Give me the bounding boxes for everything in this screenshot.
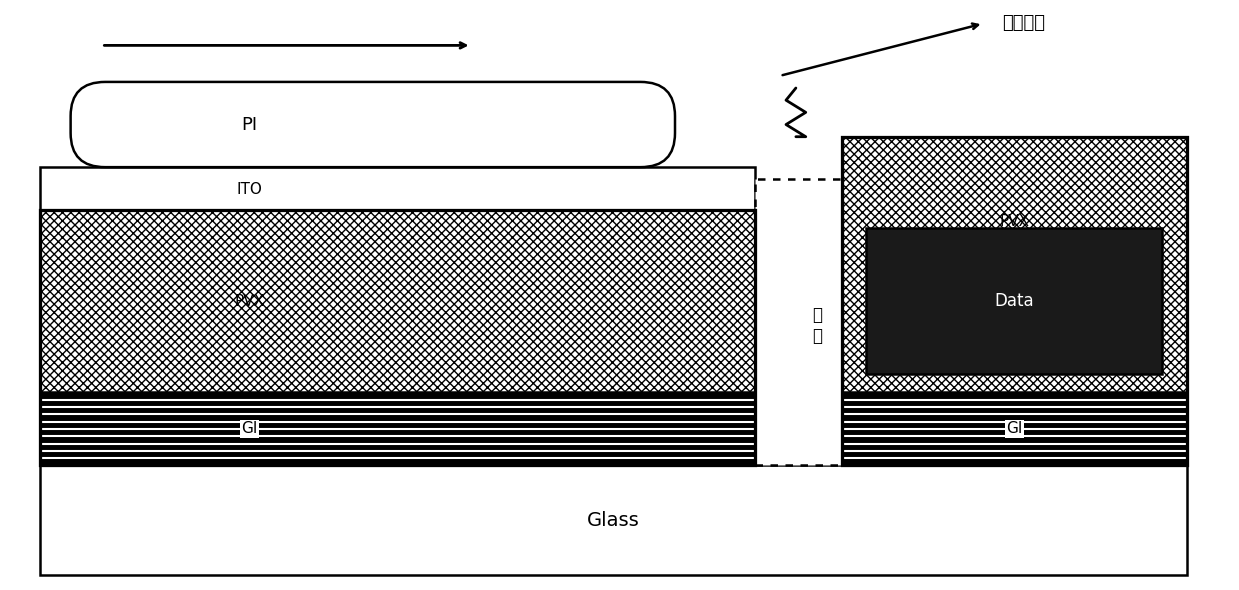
Bar bbox=[756, 179, 841, 466]
Bar bbox=[866, 228, 1162, 374]
Text: ITO: ITO bbox=[237, 182, 263, 196]
Text: 过
孔: 过 孔 bbox=[812, 306, 821, 345]
Text: Glass: Glass bbox=[587, 511, 639, 530]
Bar bbox=[40, 392, 756, 466]
Text: PVX: PVX bbox=[999, 214, 1030, 230]
Bar bbox=[841, 392, 1187, 466]
Text: PVX: PVX bbox=[234, 294, 265, 309]
Text: GI: GI bbox=[242, 421, 258, 437]
Text: PI: PI bbox=[242, 116, 258, 133]
Text: Data: Data bbox=[995, 292, 1035, 310]
Text: GI: GI bbox=[1006, 421, 1022, 437]
Bar bbox=[841, 137, 1187, 392]
Bar bbox=[40, 210, 756, 392]
Bar bbox=[40, 466, 1187, 575]
Bar bbox=[40, 210, 756, 466]
Bar bbox=[841, 137, 1187, 466]
Text: 表面张力: 表面张力 bbox=[1002, 15, 1044, 32]
Bar bbox=[40, 167, 756, 210]
FancyBboxPatch shape bbox=[71, 82, 675, 167]
